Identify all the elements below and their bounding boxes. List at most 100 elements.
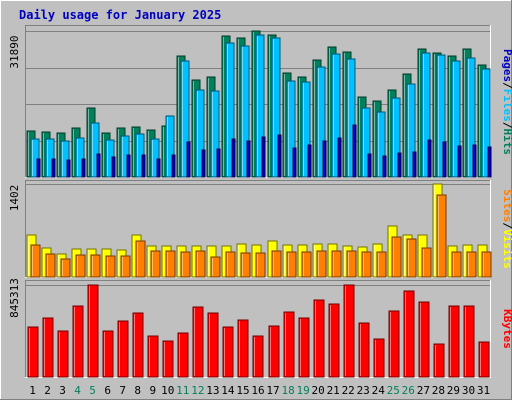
bar-files-26 xyxy=(406,83,416,178)
bar-kbytes-3 xyxy=(57,330,69,378)
x-tick-label-10: 10 xyxy=(161,384,174,397)
bar-pages-15 xyxy=(246,140,251,178)
bar-kbytes-28 xyxy=(433,343,445,378)
bar-files-15 xyxy=(240,45,250,178)
bar-kbytes-6 xyxy=(102,330,114,378)
x-tick-label-26: 26 xyxy=(402,384,415,397)
bar-kbytes-5 xyxy=(87,284,99,378)
bar-kbytes-17 xyxy=(268,325,280,378)
bar-sites-9 xyxy=(150,250,161,278)
bar-pages-22 xyxy=(352,124,357,178)
bar-pages-4 xyxy=(81,158,86,178)
bar-sites-26 xyxy=(406,238,417,278)
bar-sites-29 xyxy=(451,251,462,278)
legend-item-kbytes: KBytes xyxy=(501,309,512,349)
x-axis-labels: 1 2 3 4 5 6 7 8 9 10 11 12 13 14 15 16 17 18 19 20 21 22 23 24 2… xyxy=(29,384,490,397)
bar-kbytes-11 xyxy=(177,332,189,378)
x-tick-label-25: 25 xyxy=(387,384,400,397)
bar-sites-3 xyxy=(60,258,71,278)
legend-item-files: Files xyxy=(501,89,512,122)
bar-kbytes-18 xyxy=(283,311,295,378)
bar-sites-30 xyxy=(466,251,477,278)
bar-files-2 xyxy=(45,138,55,178)
bar-sites-21 xyxy=(331,250,342,278)
bar-files-17 xyxy=(271,37,281,178)
bar-files-3 xyxy=(60,140,70,178)
bar-sites-5 xyxy=(90,254,101,278)
bar-files-25 xyxy=(391,97,401,178)
bar-pages-30 xyxy=(472,144,477,178)
bar-sites-12 xyxy=(195,250,206,278)
bar-pages-26 xyxy=(412,151,417,178)
legend-item-pages: Pages xyxy=(501,49,512,82)
x-tick-label-27: 27 xyxy=(417,384,430,397)
bar-pages-11 xyxy=(186,141,191,178)
series-pages xyxy=(36,124,492,178)
x-tick-label-24: 24 xyxy=(372,384,386,397)
x-tick-label-15: 15 xyxy=(236,384,249,397)
x-tick-label-4: 4 xyxy=(74,384,81,397)
bar-pages-24 xyxy=(382,155,387,178)
bar-pages-8 xyxy=(141,154,146,178)
bar-sites-18 xyxy=(286,251,297,278)
bar-kbytes-29 xyxy=(448,305,460,378)
x-tick-label-7: 7 xyxy=(119,384,126,397)
bar-kbytes-31 xyxy=(478,341,490,378)
legend-item-sites: Sites xyxy=(501,189,512,222)
bar-files-1 xyxy=(30,138,40,178)
bar-pages-21 xyxy=(337,137,342,178)
bar-files-9 xyxy=(150,138,160,178)
bar-sites-24 xyxy=(376,251,387,278)
x-tick-label-9: 9 xyxy=(149,384,156,397)
bar-files-18 xyxy=(286,80,296,178)
bar-kbytes-13 xyxy=(207,312,219,378)
x-tick-label-5: 5 xyxy=(89,384,96,397)
bar-sites-23 xyxy=(361,251,372,278)
bar-pages-12 xyxy=(201,149,206,178)
x-tick-label-19: 19 xyxy=(296,384,309,397)
bar-pages-1 xyxy=(36,158,41,178)
bar-pages-28 xyxy=(442,141,447,178)
bar-sites-15 xyxy=(240,252,251,278)
bar-pages-9 xyxy=(156,158,161,178)
legend: KBytes xyxy=(501,309,512,349)
bar-kbytes-7 xyxy=(117,320,129,378)
x-tick-label-13: 13 xyxy=(206,384,219,397)
bar-kbytes-1 xyxy=(27,326,39,378)
x-tick-label-1: 1 xyxy=(29,384,36,397)
bar-kbytes-19 xyxy=(298,317,310,378)
chart-title: Daily usage for January 2025 xyxy=(19,8,221,22)
x-tick-label-22: 22 xyxy=(342,384,355,397)
bar-files-21 xyxy=(331,53,341,178)
bar-files-14 xyxy=(225,42,235,178)
bar-sites-10 xyxy=(165,250,176,278)
bar-kbytes-14 xyxy=(222,326,234,378)
x-tick-label-29: 29 xyxy=(447,384,460,397)
series-sites xyxy=(30,194,492,278)
bar-files-16 xyxy=(255,34,265,178)
bar-pages-6 xyxy=(111,156,116,178)
legend-separator: / xyxy=(501,222,512,229)
bar-kbytes-9 xyxy=(147,335,159,378)
bar-pages-2 xyxy=(51,158,56,178)
bar-kbytes-30 xyxy=(463,305,475,378)
bar-kbytes-27 xyxy=(418,301,430,378)
bar-sites-14 xyxy=(225,251,236,278)
bar-pages-17 xyxy=(277,134,282,178)
bar-sites-8 xyxy=(135,240,146,278)
bar-pages-18 xyxy=(292,147,297,178)
series-files xyxy=(30,34,491,178)
bar-sites-28 xyxy=(436,194,447,278)
bar-pages-5 xyxy=(96,153,101,178)
bar-pages-16 xyxy=(261,136,266,178)
legend: Sites/Visits xyxy=(501,189,512,269)
legend-separator: / xyxy=(501,82,512,89)
bar-sites-4 xyxy=(75,254,86,278)
bar-pages-14 xyxy=(231,138,236,178)
bar-kbytes-22 xyxy=(343,284,355,378)
bar-sites-19 xyxy=(301,251,312,278)
bar-kbytes-15 xyxy=(237,319,249,378)
x-tick-label-2: 2 xyxy=(44,384,51,397)
